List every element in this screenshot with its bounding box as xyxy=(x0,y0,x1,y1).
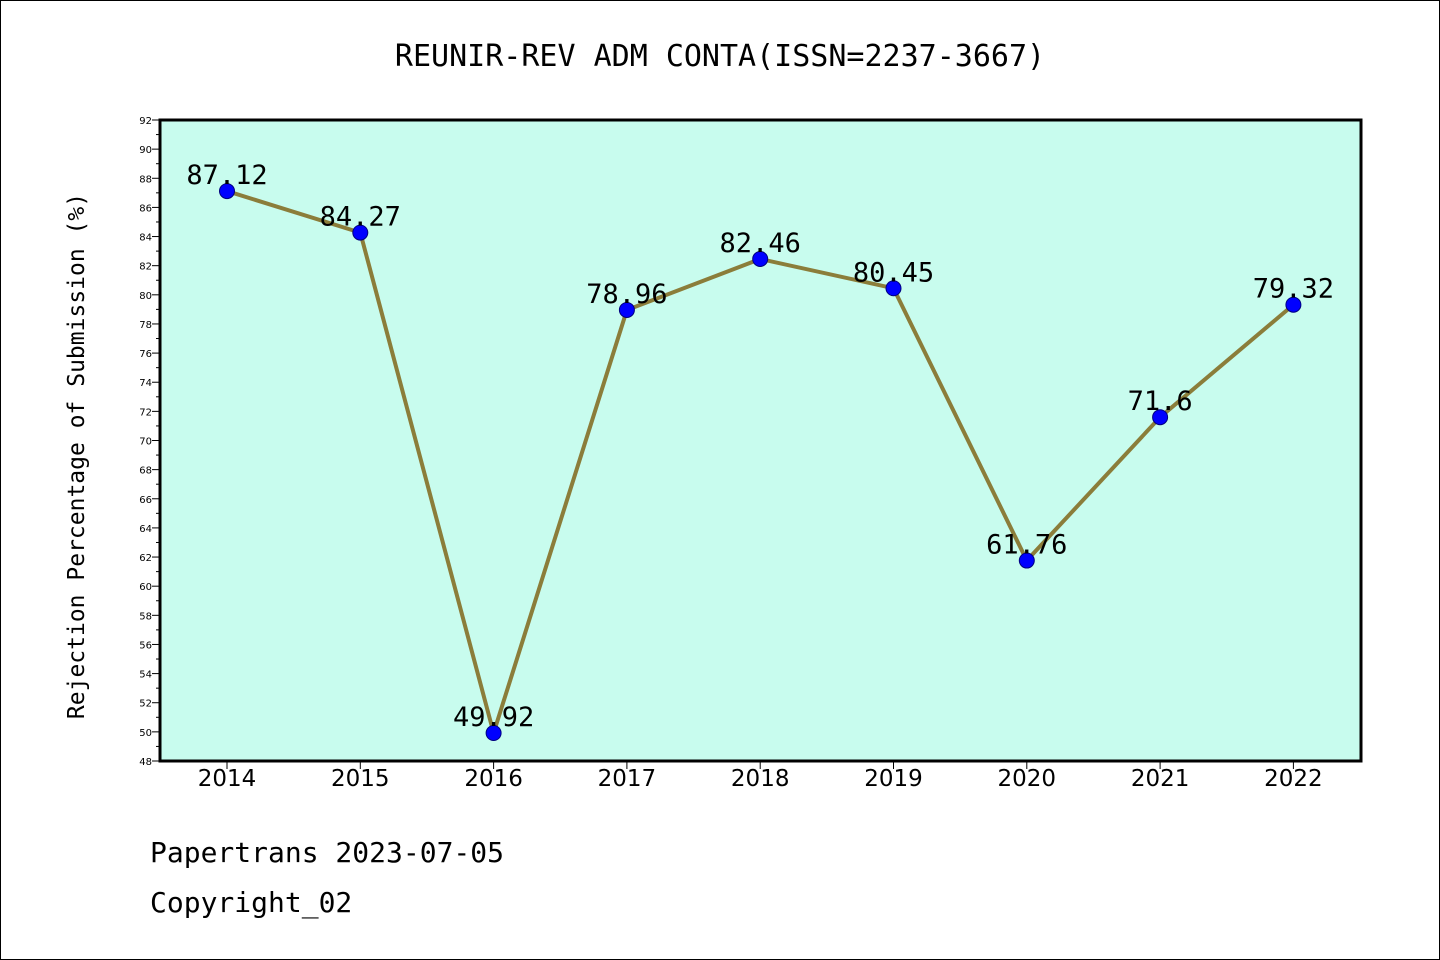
y-tick-label: 56 xyxy=(139,640,152,651)
data-point xyxy=(618,301,635,318)
y-tick-label: 68 xyxy=(139,466,152,477)
y-tick-label: 74 xyxy=(139,378,152,389)
footer-source: Papertrans 2023-07-05 xyxy=(150,836,505,869)
chart-title: REUNIR-REV ADM CONTA(ISSN=2237-3667) xyxy=(395,39,1045,74)
footer-copyright: Copyright_02 xyxy=(150,886,353,919)
y-tick-label: 82 xyxy=(139,262,152,273)
data-label: 84.27 xyxy=(320,202,401,233)
y-tick-label: 84 xyxy=(139,233,152,244)
data-label-layer: 87.12 84.27 49.92 78.96 82.46 80.45 61.76 71.6 7… xyxy=(186,160,1334,733)
y-tick-label: 60 xyxy=(139,582,152,593)
marker-layer xyxy=(219,183,1302,742)
x-tick-label: 2018 xyxy=(731,766,790,792)
x-tick-label: 2019 xyxy=(864,766,923,792)
data-label: 87.12 xyxy=(186,160,267,191)
x-tick-label: 2015 xyxy=(331,766,390,792)
data-label: 80.45 xyxy=(853,257,934,288)
y-tick-label: 50 xyxy=(139,728,152,739)
y-tick-label: 70 xyxy=(139,437,152,448)
y-tick-label: 88 xyxy=(139,174,152,185)
data-point xyxy=(219,183,235,200)
data-point xyxy=(1285,296,1302,313)
x-tick-label: 2021 xyxy=(1131,766,1190,792)
y-tick-label: 76 xyxy=(139,349,152,360)
x-tick-label: 2017 xyxy=(598,766,657,792)
y-tick-label: 54 xyxy=(139,670,152,681)
y-tick-label: 86 xyxy=(139,203,152,214)
y-tick-label: 90 xyxy=(139,145,152,156)
y-tick-label: 52 xyxy=(139,699,152,710)
data-point xyxy=(885,280,902,297)
y-tick-label: 64 xyxy=(139,524,152,535)
y-tick-label: 80 xyxy=(139,291,152,302)
x-tick-label: 2022 xyxy=(1264,766,1323,792)
data-point xyxy=(485,725,502,742)
x-axis: 2014 2015 2016 2017 2018 2019 2020 2021 2022 xyxy=(198,761,1323,792)
y-tick-label: 72 xyxy=(139,407,152,418)
data-point xyxy=(1018,552,1035,569)
data-label: 82.46 xyxy=(720,228,801,259)
data-label: 79.32 xyxy=(1253,274,1334,305)
y-tick-label: 66 xyxy=(139,495,152,506)
y-tick-label: 62 xyxy=(139,553,152,564)
x-tick-label: 2020 xyxy=(998,766,1057,792)
data-label: 71.6 xyxy=(1128,386,1193,417)
data-point xyxy=(352,224,369,241)
data-label: 78.96 xyxy=(586,279,667,310)
y-axis-label: Rejection Percentage of Submission (%) xyxy=(64,193,90,719)
data-label: 61.76 xyxy=(986,530,1067,561)
y-axis: 48 50 52 54 56 58 60 62 64 66 68 70 72 74 76 78 80 82 84 86… xyxy=(139,116,160,768)
y-tick-label: 92 xyxy=(139,116,152,127)
y-tick-label: 78 xyxy=(139,320,152,331)
data-point xyxy=(752,250,769,267)
y-tick-label: 48 xyxy=(139,757,152,768)
data-point xyxy=(1152,409,1169,426)
y-tick-label: 58 xyxy=(139,611,152,622)
x-tick-label: 2014 xyxy=(198,766,257,792)
data-label: 49.92 xyxy=(453,702,534,733)
x-tick-label: 2016 xyxy=(464,766,523,792)
